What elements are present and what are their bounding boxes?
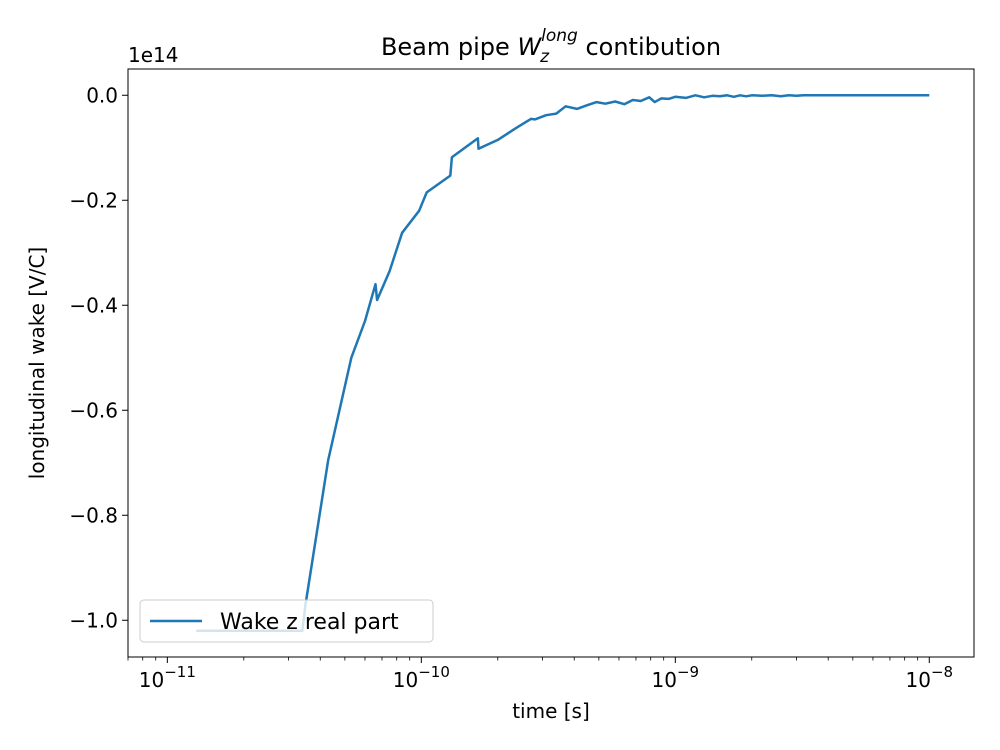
y-ticks: 0.0 −0.2 −0.4 −0.6 −0.8 −1.0 <box>69 83 128 632</box>
y-tick-label: −0.4 <box>69 293 118 317</box>
legend: Wake z real part <box>139 599 434 643</box>
y-tick-label: −0.2 <box>69 188 118 212</box>
series-line <box>196 94 930 633</box>
y-tick-label: −1.0 <box>69 608 118 632</box>
legend-box <box>139 599 434 643</box>
x-tick-label: 10−8 <box>905 663 953 692</box>
chart-title: Beam pipe Wzlong contibution <box>381 26 721 67</box>
y-axis-label: longitudinal wake [V/C] <box>25 247 49 479</box>
x-minor-ticks <box>127 657 919 661</box>
x-axis-label: time [s] <box>512 699 590 723</box>
plot-area <box>128 69 974 657</box>
y-tick-label: −0.8 <box>69 503 118 527</box>
x-ticks: 10−11 10−10 10−9 10−8 <box>139 657 953 692</box>
x-tick-label: 10−10 <box>393 663 450 692</box>
y-offset-text: 1e14 <box>128 43 178 67</box>
y-tick-label: −0.6 <box>69 398 118 422</box>
x-tick-label: 10−9 <box>652 663 700 692</box>
y-tick-label: 0.0 <box>86 83 118 107</box>
plot-frame <box>127 68 975 658</box>
series-layer <box>196 94 930 633</box>
legend-label: Wake z real part <box>220 610 399 635</box>
x-tick-label: 10−11 <box>139 663 196 692</box>
